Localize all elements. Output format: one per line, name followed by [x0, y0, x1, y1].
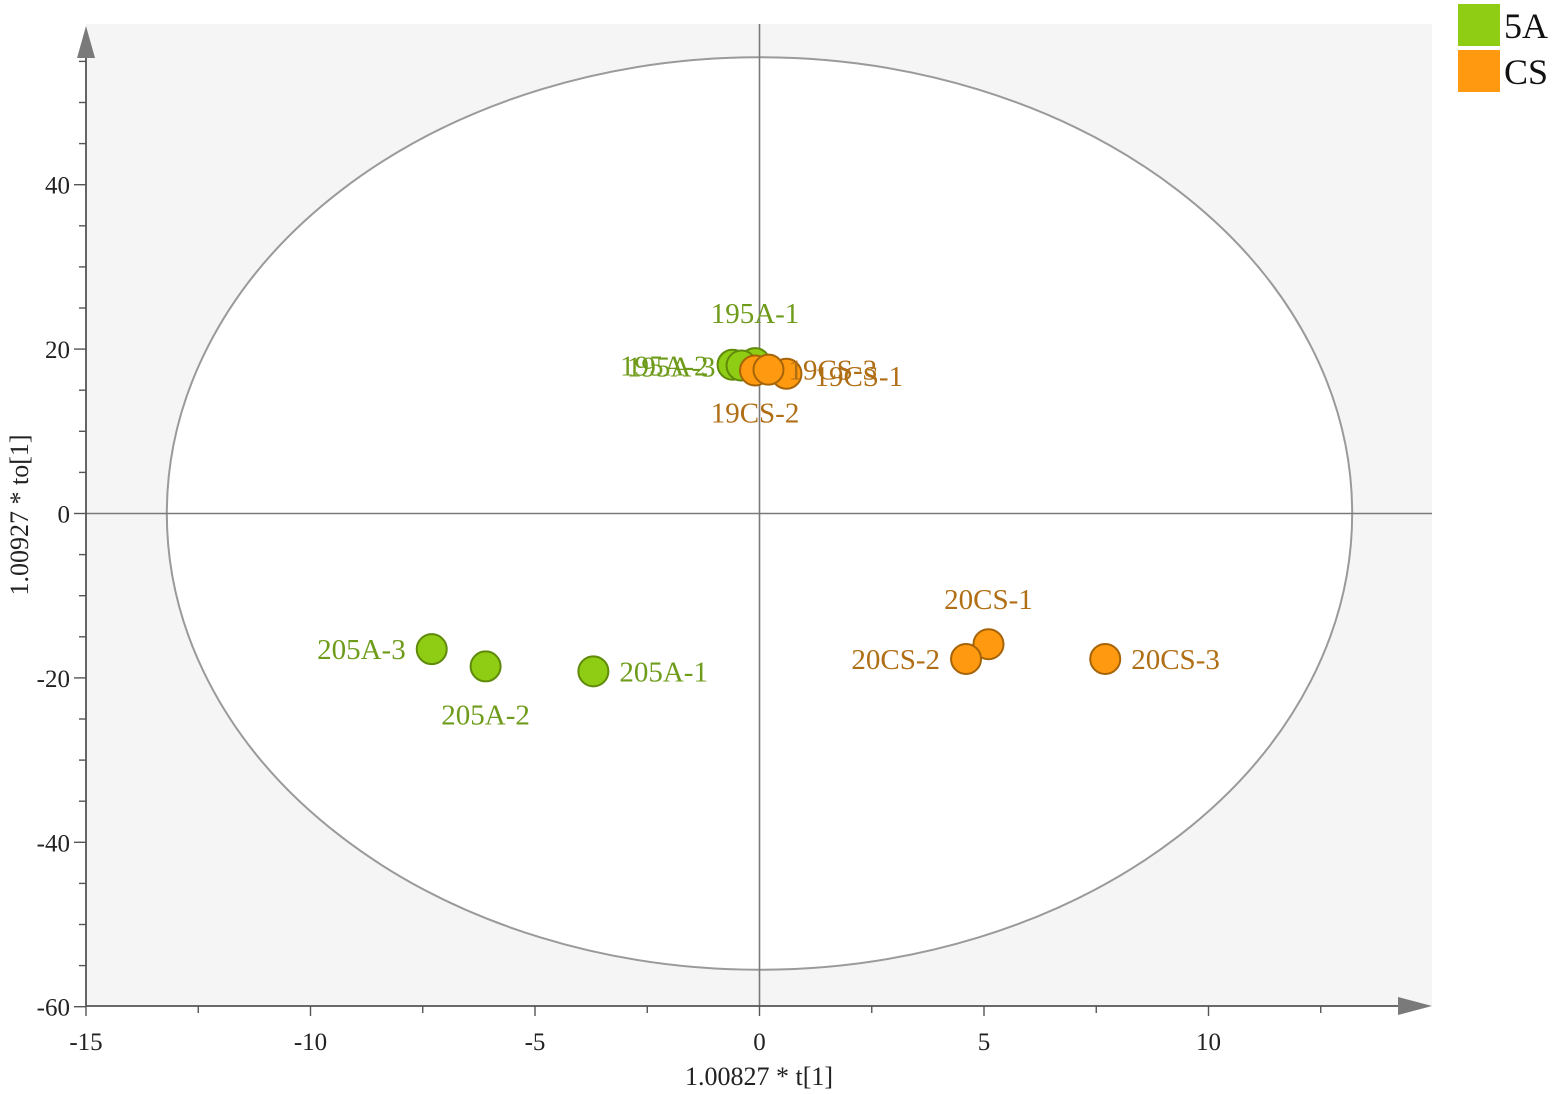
x-axis-arrow-icon [1398, 997, 1432, 1015]
data-label: 19CS-1 [814, 361, 903, 393]
x-tick-label: 5 [978, 1029, 991, 1056]
legend-entry-label: CS [1504, 52, 1548, 92]
legend-swatch [1458, 50, 1500, 92]
y-tick-label: 20 [45, 337, 70, 364]
y-tick-label: -40 [37, 830, 70, 857]
data-label: 195A-3 [627, 352, 716, 384]
x-tick-label: 0 [753, 1029, 766, 1056]
data-label: 20CS-1 [944, 584, 1033, 616]
x-tick-label: -15 [69, 1029, 102, 1056]
y-tick-label: 40 [45, 173, 70, 200]
y-axis-label: 1.00927 * to[1] [5, 434, 34, 595]
y-tick-label: -60 [37, 995, 70, 1022]
data-point [972, 628, 1005, 661]
data-label: 20CS-2 [851, 644, 940, 676]
data-label: 205A-3 [317, 634, 406, 666]
data-label: 195A-2 [620, 351, 709, 383]
data-label: 20CS-3 [1131, 644, 1220, 676]
data-point [752, 353, 785, 386]
legend-swatch [1458, 4, 1500, 46]
data-point [415, 633, 448, 666]
data-label: 19CS-3 [788, 355, 877, 387]
data-label: 19CS-2 [711, 397, 800, 429]
data-point [469, 650, 502, 683]
data-point [1089, 642, 1122, 675]
x-axis-label: 1.00827 * t[1] [685, 1062, 833, 1091]
x-tick-label: 10 [1196, 1029, 1221, 1056]
y-tick-label: 0 [58, 502, 71, 529]
data-label: 205A-2 [441, 699, 530, 731]
data-label: 195A-1 [711, 298, 800, 330]
y-axis-arrow-icon [77, 26, 95, 58]
data-point [577, 655, 610, 688]
y-tick-label: -20 [37, 666, 70, 693]
x-tick-label: -5 [525, 1029, 546, 1056]
data-label: 205A-1 [619, 656, 708, 688]
data-point [950, 642, 983, 675]
x-tick-label: -10 [294, 1029, 327, 1056]
legend-entry-label: 5A [1504, 6, 1548, 46]
